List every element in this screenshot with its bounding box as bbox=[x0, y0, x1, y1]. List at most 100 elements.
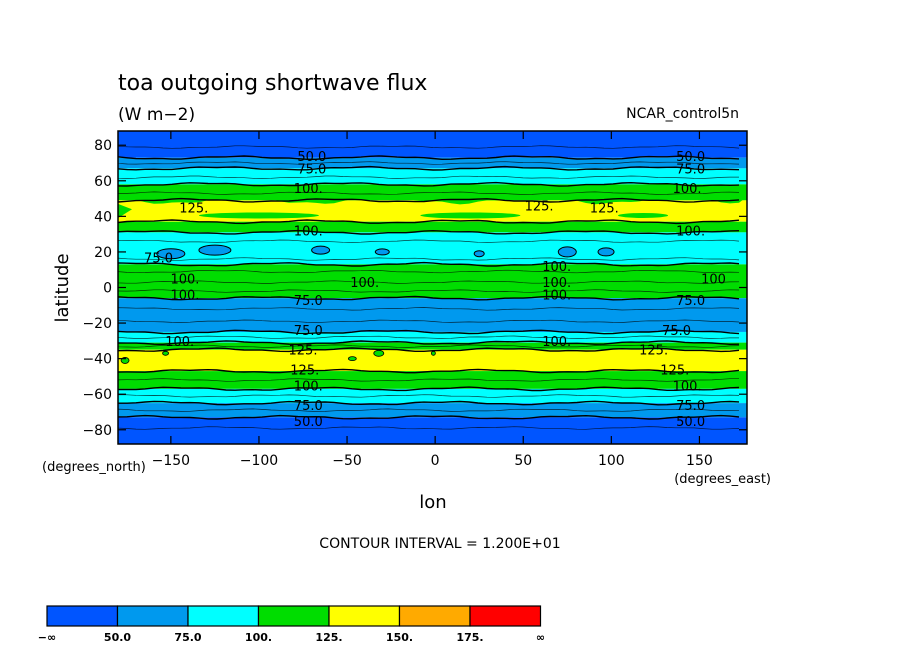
legend-label-3: 100. bbox=[245, 631, 272, 644]
south-green-cell-3 bbox=[373, 349, 385, 357]
y-tick-label-4: 0 bbox=[103, 281, 112, 297]
legend-label-6: 175. bbox=[456, 631, 483, 644]
x-unit-label: (degrees_east) bbox=[674, 472, 771, 487]
contour-label-9: 100. bbox=[294, 225, 323, 240]
x-axis: −150 −100 −50 0 50 100 150 bbox=[152, 131, 713, 469]
contour-minor-14 bbox=[118, 394, 740, 398]
north-blue-cell-0 bbox=[156, 248, 186, 260]
contour-band-7 bbox=[118, 264, 747, 299]
contour-label-17: 100. bbox=[170, 289, 199, 304]
chart-title: toa outgoing shortwave flux bbox=[118, 71, 427, 96]
legend-swatch-0 bbox=[46, 605, 119, 627]
south-green-cell-4 bbox=[430, 350, 436, 356]
contour-band-13 bbox=[118, 388, 747, 404]
contour-line-4 bbox=[118, 197, 740, 203]
contour-line-2 bbox=[118, 165, 740, 171]
contour-line-9 bbox=[118, 329, 740, 335]
legend-label-5: 150. bbox=[386, 631, 413, 644]
contour-label-11: 75.0 bbox=[144, 251, 173, 266]
contour-label-3: 75.0 bbox=[676, 162, 705, 177]
contour-minor-0 bbox=[118, 145, 740, 149]
contour-label-19: 75.0 bbox=[294, 294, 323, 309]
contour-lines bbox=[118, 145, 740, 430]
contour-label-4: 100. bbox=[294, 182, 323, 197]
north-blue-cell-4 bbox=[473, 250, 485, 258]
contour-minor-9 bbox=[118, 307, 740, 311]
contour-line-11 bbox=[118, 347, 740, 353]
x-tick-label-3: 0 bbox=[431, 453, 440, 469]
legend-swatch-1 bbox=[116, 605, 189, 627]
contour-band-2 bbox=[118, 168, 747, 185]
contour-label-28: 125. bbox=[660, 363, 689, 378]
y-tick-label-3: 20 bbox=[94, 245, 112, 261]
contour-minor-12 bbox=[118, 344, 740, 348]
contour-minor-4 bbox=[118, 239, 740, 243]
contour-label-23: 100. bbox=[165, 335, 194, 350]
contour-band-5 bbox=[118, 221, 747, 233]
y-tick-label-5: −20 bbox=[82, 316, 112, 332]
contour-label-10: 100. bbox=[676, 225, 705, 240]
y-unit-label: (degrees_north) bbox=[42, 460, 146, 475]
contour-minor-8 bbox=[118, 289, 740, 293]
contour-label-27: 125. bbox=[290, 363, 319, 378]
contour-minor-16 bbox=[118, 426, 740, 430]
contour-band-9 bbox=[118, 331, 747, 343]
contour-line-6 bbox=[118, 229, 740, 235]
y-tick-label-0: 80 bbox=[94, 138, 112, 154]
contour-label-6: 125. bbox=[179, 201, 208, 216]
north-blue-cell-1 bbox=[198, 244, 232, 256]
legend-swatch-4 bbox=[328, 605, 401, 627]
west-green-tongue bbox=[118, 203, 132, 219]
y-tick-label-2: 40 bbox=[94, 209, 112, 225]
y-tick-label-7: −60 bbox=[82, 387, 112, 403]
contour-label-14: 100. bbox=[350, 276, 379, 291]
contour-label-31: 75.0 bbox=[294, 399, 323, 414]
contour-label-24: 100. bbox=[542, 335, 571, 350]
x-axis-label: lon bbox=[419, 492, 446, 513]
contour-label-20: 75.0 bbox=[676, 294, 705, 309]
contour-label-26: 125. bbox=[639, 344, 668, 359]
north-blue-cell-6 bbox=[597, 247, 615, 257]
x-tick-label-0: −150 bbox=[152, 453, 190, 469]
south-green-cell-1 bbox=[162, 350, 169, 356]
contour-label-8: 125. bbox=[590, 201, 619, 216]
contour-label-2: 75.0 bbox=[297, 162, 326, 177]
legend-swatch-5 bbox=[398, 605, 471, 627]
contour-minor-5 bbox=[118, 257, 740, 261]
contour-label-29: 100. bbox=[294, 379, 323, 394]
contour-label-12: 100. bbox=[542, 260, 571, 275]
contour-label-21: 75.0 bbox=[294, 324, 323, 339]
y-axis: 80 60 40 20 0 −20 −40 −60 −80 bbox=[82, 138, 747, 439]
y-tick-label-8: −80 bbox=[82, 423, 112, 439]
x-tick-label-5: 100 bbox=[598, 453, 625, 469]
contour-minor-10 bbox=[118, 319, 740, 323]
contour-minor-2 bbox=[118, 175, 739, 179]
contour-minor-7 bbox=[118, 280, 740, 284]
y-tick-label-6: −40 bbox=[82, 352, 112, 368]
contour-line-12 bbox=[118, 368, 740, 374]
legend-swatch-2 bbox=[187, 605, 260, 627]
contour-label-1: 50.0 bbox=[676, 150, 705, 165]
contour-label-0: 50.0 bbox=[297, 150, 326, 165]
legend-label-2: 75.0 bbox=[174, 631, 201, 644]
contour-label-34: 50.0 bbox=[676, 415, 705, 430]
north-green-patch-1 bbox=[420, 212, 521, 219]
north-blue-cell-5 bbox=[557, 246, 577, 258]
contour-band-11 bbox=[118, 349, 747, 372]
legend-swatch-3 bbox=[257, 605, 330, 627]
south-green-cell-2 bbox=[347, 356, 357, 362]
color-legend: −∞ 50.0 75.0 100. 125. 150. 175. ∞ bbox=[38, 605, 545, 644]
contour-label-30: 100. bbox=[673, 379, 702, 394]
legend-swatch-6 bbox=[469, 605, 542, 627]
source-label: NCAR_control5n bbox=[626, 106, 739, 122]
contour-minor-13 bbox=[118, 378, 739, 382]
legend-label-7: ∞ bbox=[536, 631, 545, 644]
contour-label-5: 100. bbox=[673, 182, 702, 197]
contour-band-4 bbox=[118, 200, 747, 222]
contour-band-15 bbox=[118, 417, 747, 444]
contour-label-13: 100. bbox=[170, 273, 199, 288]
x-tick-label-2: −50 bbox=[332, 453, 362, 469]
contour-band-12 bbox=[118, 371, 747, 389]
